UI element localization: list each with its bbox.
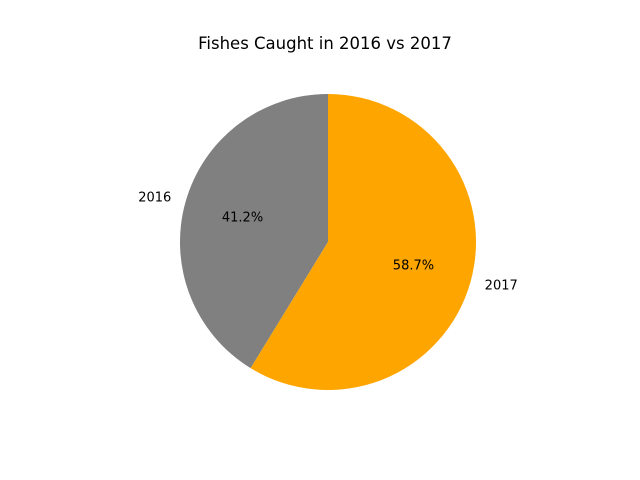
pie-slice-2017 bbox=[250, 94, 476, 390]
pie-slice-2016 bbox=[179, 94, 328, 369]
percent-label-2017: 58.7% bbox=[393, 259, 434, 274]
slice-label-2016: 2016 bbox=[138, 190, 171, 205]
chart-title: Fishes Caught in 2016 vs 2017 bbox=[198, 34, 452, 53]
percent-label-2016: 41.2% bbox=[222, 210, 263, 225]
pie-labels: 2016 41.2% 2017 58.7% bbox=[138, 190, 518, 293]
slice-label-2017: 2017 bbox=[485, 279, 518, 294]
pie-slices bbox=[179, 94, 476, 390]
